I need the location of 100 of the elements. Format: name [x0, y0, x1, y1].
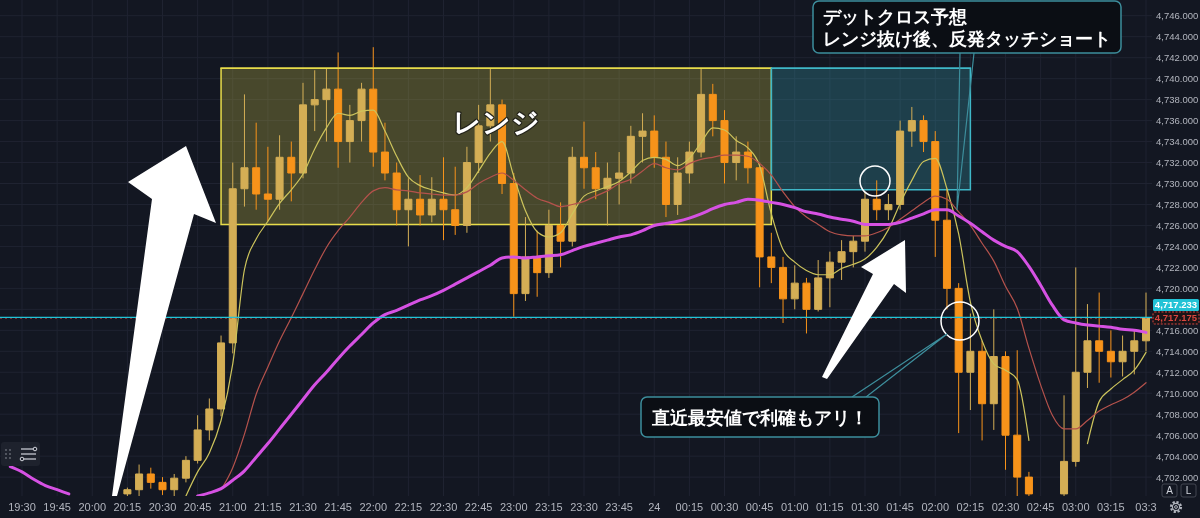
x-tick-label: 01:30 [851, 501, 879, 513]
y-tick-label: 4,708.000 [1156, 408, 1199, 420]
candlestick [708, 83, 717, 137]
candlestick [650, 114, 659, 169]
candlestick [427, 176, 436, 223]
candlestick [907, 106, 916, 148]
y-tick-label: 4,714.000 [1156, 345, 1199, 357]
x-tick-label: 23:30 [570, 501, 598, 513]
x-tick-label: 00:15 [675, 501, 704, 513]
candlestick [298, 82, 308, 179]
candlestick [252, 122, 261, 211]
candlestick [439, 156, 448, 241]
candlestick [263, 146, 272, 222]
annotation: 直近最安値で利確もアリ！ [651, 406, 868, 428]
x-tick-label: 21:00 [218, 501, 247, 513]
x-tick-label: 03:00 [1061, 501, 1090, 513]
y-tick-label: 4,746.000 [1156, 10, 1199, 22]
candlestick [205, 397, 214, 441]
x-tick-label: 01:45 [886, 501, 914, 513]
candlestick [533, 230, 542, 298]
candlestick [989, 308, 998, 431]
candlestick [825, 251, 834, 308]
candlestick [743, 141, 752, 185]
candlestick [1060, 394, 1069, 496]
candlestick [697, 67, 706, 158]
candlestick [1141, 292, 1151, 352]
y-tick-label: 4,726.000 [1156, 219, 1199, 231]
candlestick [181, 455, 190, 483]
candlestick [615, 151, 624, 205]
x-tick-label: 19:45 [43, 501, 71, 513]
candlestick [462, 146, 471, 234]
y-tick-label: 4,728.000 [1156, 198, 1199, 210]
candlestick [521, 216, 530, 302]
y-tick-label: 4,710.000 [1156, 387, 1199, 399]
candlestick [849, 235, 858, 268]
x-tick-label: 02:15 [956, 501, 985, 513]
x-tick-label: 02:45 [1026, 501, 1055, 513]
candlestick [416, 174, 425, 226]
candlestick [287, 141, 296, 202]
y-tick-label: 4,722.000 [1156, 261, 1199, 273]
candlestick [322, 67, 331, 143]
candlestick [1001, 350, 1010, 471]
candlestick [790, 264, 799, 310]
text: L [1185, 485, 1192, 496]
candlestick [954, 282, 963, 434]
x-tick-label: 22:30 [429, 501, 458, 513]
x-tick-label: 02:00 [921, 501, 950, 513]
x-tick-label: 22:45 [464, 501, 493, 513]
y-tick-label: 4,716.000 [1156, 324, 1199, 336]
ref-line-label: 4,717.233 [1154, 299, 1198, 311]
candlestick [732, 135, 741, 181]
candlestick [1118, 335, 1127, 377]
candlestick [673, 156, 682, 216]
candlestick [451, 166, 460, 236]
x-tick-label: 02:30 [991, 501, 1020, 513]
candlestick [217, 335, 226, 417]
x-tick-label: 20:45 [183, 501, 212, 513]
candlestick [978, 340, 987, 441]
candlestick [896, 120, 905, 211]
y-tick-label: 4,744.000 [1156, 31, 1199, 43]
y-tick-label: 4,724.000 [1156, 240, 1199, 252]
candlestick [1024, 471, 1033, 496]
candlestick [334, 51, 343, 169]
text: A [1166, 485, 1174, 496]
candlestick [123, 487, 132, 496]
candlestick [837, 239, 846, 281]
candlestick [380, 122, 389, 181]
candlestick [1130, 329, 1139, 375]
candlestick [170, 473, 179, 496]
candlestick [720, 109, 729, 185]
x-tick-label: 23:00 [499, 501, 528, 513]
candlestick [802, 277, 811, 334]
candlestick [966, 313, 975, 411]
candlestick [919, 114, 928, 153]
y-tick-label: 4,702.000 [1156, 471, 1199, 483]
x-tick-label: 23:15 [535, 501, 563, 513]
candlestick [661, 141, 670, 218]
candlestick [544, 209, 553, 279]
x-tick-label: 00:45 [745, 501, 774, 513]
candlestick [404, 177, 413, 247]
x-tick-label: 20:00 [78, 501, 107, 513]
candlestick [814, 259, 823, 312]
y-tick-label: 4,736.000 [1156, 115, 1199, 127]
x-tick-label: 24 [648, 501, 661, 513]
candlestick [556, 201, 565, 268]
x-tick-label: 01:15 [816, 501, 844, 513]
x-tick-label: 22:15 [394, 501, 423, 513]
candlestick [193, 414, 202, 464]
candlestick [275, 134, 284, 211]
candlestick [310, 69, 319, 132]
annotation: レンジ抜け後、反発タッチショート [823, 27, 1111, 49]
x-tick-label: 22:00 [359, 501, 388, 513]
candlestick [591, 151, 600, 200]
candlestick [135, 464, 144, 496]
candlestick [579, 121, 589, 190]
candlestick [779, 256, 788, 324]
y-tick-label: 4,704.000 [1156, 450, 1199, 462]
candlestick [369, 46, 378, 168]
x-tick-label: 23:45 [605, 501, 633, 513]
candlestick [1083, 303, 1092, 389]
